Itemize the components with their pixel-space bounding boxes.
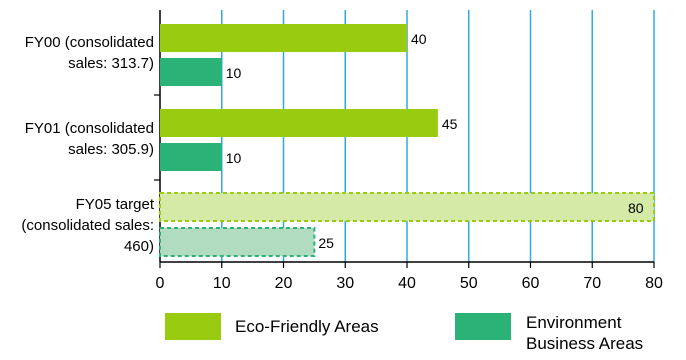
legend-swatch-environment-business [455, 313, 511, 340]
x-tick-label: 40 [398, 275, 416, 292]
data-label: 80 [628, 200, 644, 216]
data-label: 10 [226, 150, 242, 166]
bar-environment-business-1 [160, 143, 222, 171]
category-label-fy05-target: FY05 target (consolidated sales: 460) [21, 196, 154, 255]
category-label-fy00: FY00 (consolidated sales: 313.7) [24, 34, 154, 72]
legend-label-environment-business: Environment Business Areas [526, 313, 644, 353]
bar-eco-friendly-2 [159, 192, 655, 222]
bar-eco-friendly-0 [160, 24, 407, 52]
x-tick-label: 60 [522, 275, 540, 292]
x-tick-label: 20 [275, 275, 293, 292]
legend-swatch-eco-friendly [165, 313, 221, 340]
data-label: 25 [318, 235, 334, 251]
x-tick-label: 10 [213, 275, 231, 292]
category-label-fy01: FY01 (consolidated sales: 305.9) [24, 120, 154, 158]
bar-eco-friendly-1 [160, 109, 438, 137]
x-tick-label: 0 [156, 275, 165, 292]
x-tick-label: 30 [336, 275, 354, 292]
legend-label-eco-friendly: Eco-Friendly Areas [235, 317, 379, 336]
x-tick-label: 70 [583, 275, 601, 292]
x-tick-label: 50 [460, 275, 478, 292]
data-label: 10 [226, 65, 242, 81]
bar-environment-business-2 [159, 227, 316, 257]
data-label: 45 [442, 116, 458, 132]
data-label: 40 [411, 31, 427, 47]
bar-environment-business-0 [160, 58, 222, 86]
x-tick-label: 80 [645, 275, 663, 292]
